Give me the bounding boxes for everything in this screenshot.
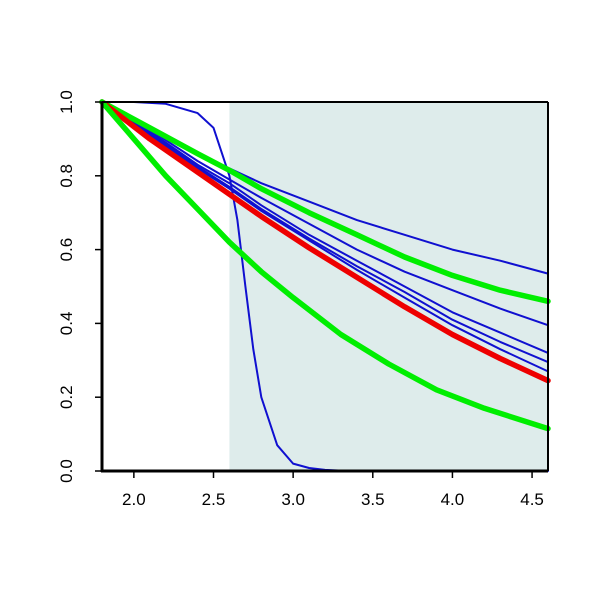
axes-layer [100, 101, 549, 473]
y-tick-label: 1.0 [57, 90, 76, 114]
series-line-6 [101, 101, 549, 373]
y-tick-label: 0.4 [57, 312, 76, 336]
series-line-5 [101, 101, 549, 364]
x-tick-label: 4.5 [520, 490, 544, 509]
series-line-8 [99, 99, 551, 384]
x-tick-label: 2.0 [122, 490, 146, 509]
series-layer [99, 99, 551, 472]
y-tick-label: 0.2 [57, 385, 76, 409]
y-tick-label: 0.8 [57, 164, 76, 188]
x-tick-label: 3.5 [361, 490, 385, 509]
series-line-9 [99, 99, 551, 432]
x-tick-label: 3.0 [281, 490, 305, 509]
y-tick-label: 0.6 [57, 238, 76, 262]
series-line-3 [101, 101, 549, 327]
x-tick-label: 2.5 [202, 490, 226, 509]
series-line-4 [101, 101, 549, 354]
ticks-layer: 2.0 2.5 3.0 3.5 4.0 4.5 0.0 0.2 0.4 0.6 0.8 1.0 [57, 90, 544, 509]
y-tick-label: 0.0 [57, 459, 76, 483]
series-line-7 [99, 99, 551, 305]
x-tick-label: 4.0 [441, 490, 465, 509]
